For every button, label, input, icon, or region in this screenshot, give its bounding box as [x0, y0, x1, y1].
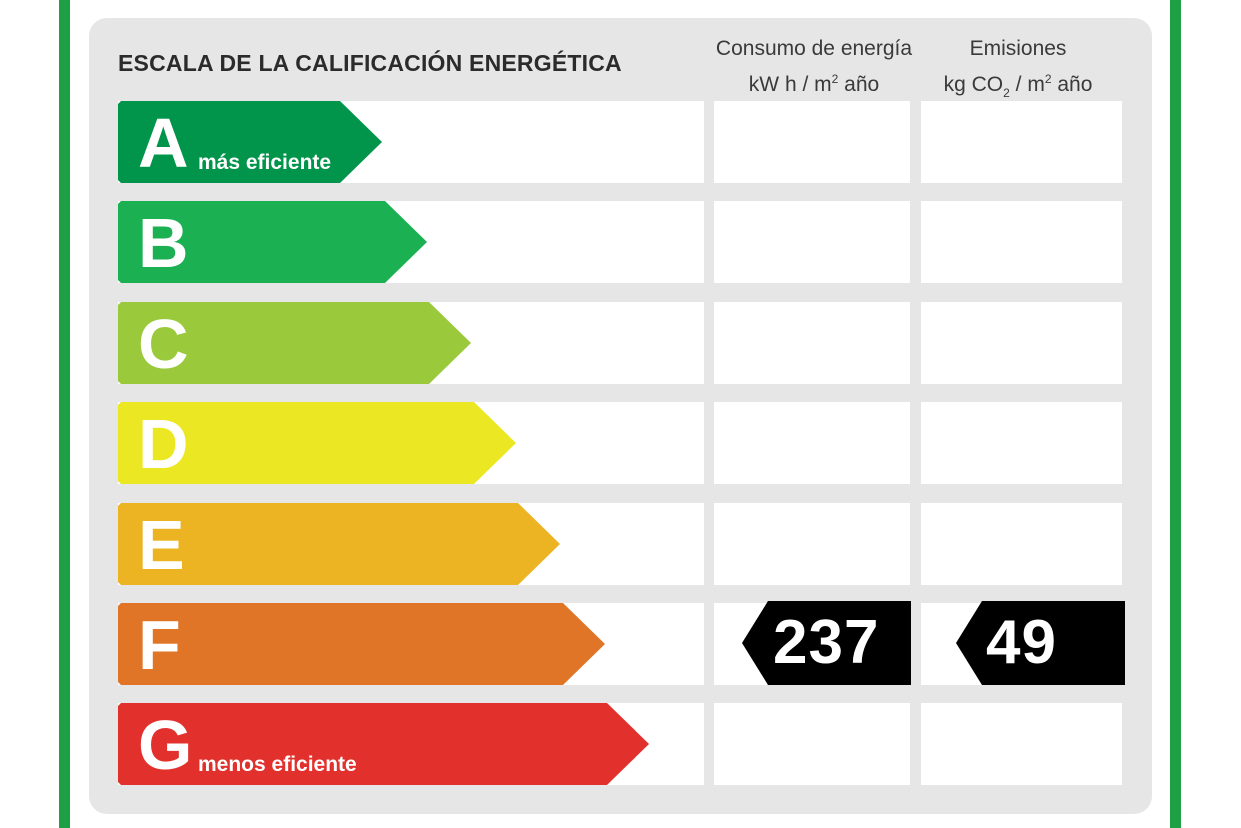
- rating-sublabel: más eficiente: [198, 151, 332, 174]
- emisiones-cell: [921, 503, 1122, 585]
- rating-arrow-fill: [118, 603, 605, 685]
- rating-letter: G: [138, 706, 193, 784]
- consumo-cell: [714, 703, 910, 785]
- consumo-indicator-value: 237: [773, 608, 880, 677]
- rating-arrow-shape: [118, 703, 649, 785]
- rating-sublabel: menos eficiente: [198, 753, 357, 776]
- consumo-cell: [714, 201, 910, 283]
- rating-arrow-shape: [118, 603, 605, 685]
- rating-arrow-shape: [118, 402, 516, 484]
- rating-arrow-fill: [118, 402, 516, 484]
- rating-arrow-fill: [118, 101, 382, 183]
- consumo-indicator: 237: [742, 601, 911, 685]
- rating-arrow-fill: [118, 201, 427, 283]
- rating-arrow-fill: [118, 302, 471, 384]
- left-green-border: [59, 0, 70, 828]
- emisiones-indicator: 49: [956, 601, 1125, 685]
- rating-letter: D: [138, 405, 189, 483]
- rating-arrow-fill: [118, 703, 649, 785]
- consumo-header-line1: Consumo de energía: [715, 37, 913, 60]
- rating-bar-e: E: [118, 503, 560, 585]
- consumo-cell: [714, 402, 910, 484]
- emisiones-header-unit: kg CO2 / m2 año: [943, 72, 1093, 100]
- emisiones-cell: [921, 302, 1122, 384]
- rating-arrow-fill: [118, 503, 560, 585]
- rating-letter: E: [138, 506, 185, 584]
- rating-bar-f: F: [118, 603, 605, 685]
- emisiones-column-header: Emisiones kg CO2 / m2 año: [918, 33, 1118, 109]
- consumo-indicator-fill: [742, 601, 911, 685]
- label-title: ESCALA DE LA CALIFICACIÓN ENERGÉTICA: [118, 50, 622, 76]
- emisiones-cell: [921, 101, 1122, 183]
- consumo-column-header: Consumo de energía kW h / m2 año: [706, 33, 922, 100]
- emisiones-cell: [921, 402, 1122, 484]
- rating-bar-b: B: [118, 201, 427, 283]
- emisiones-header-line1: Emisiones: [969, 37, 1067, 60]
- rating-letter: C: [138, 305, 189, 383]
- consumo-cell: [714, 101, 910, 183]
- emisiones-indicator-shape: [956, 601, 1125, 685]
- consumo-cell: [714, 302, 910, 384]
- consumo-header-unit: kW h / m2 año: [748, 72, 880, 96]
- emisiones-cell: [921, 201, 1122, 283]
- emisiones-indicator-fill: [956, 601, 1125, 685]
- rating-letter: F: [138, 606, 181, 684]
- emisiones-indicator-value: 49: [986, 608, 1057, 677]
- rating-bar-d: D: [118, 402, 516, 484]
- rating-letter: A: [138, 104, 189, 182]
- emisiones-cell: [921, 703, 1122, 785]
- rating-arrow-shape: [118, 302, 471, 384]
- rating-bar-c: C: [118, 302, 471, 384]
- rating-arrow-shape: [118, 503, 560, 585]
- rating-letter: B: [138, 204, 189, 282]
- right-green-border: [1170, 0, 1181, 828]
- rating-arrow-shape: [118, 201, 427, 283]
- consumo-cell: [714, 503, 910, 585]
- rating-arrow-shape: [118, 101, 382, 183]
- consumo-indicator-shape: [742, 601, 911, 685]
